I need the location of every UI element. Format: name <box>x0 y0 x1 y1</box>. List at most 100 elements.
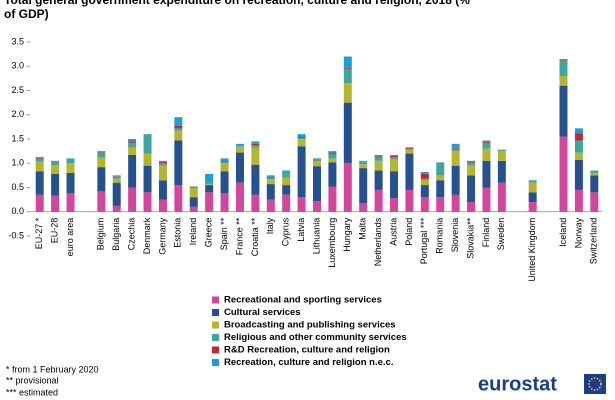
bar-segment <box>51 162 60 166</box>
bar-segment <box>174 117 183 126</box>
bar-segment <box>574 133 583 141</box>
x-tick-label: Estonia <box>173 218 183 248</box>
bar-segment <box>35 161 44 172</box>
note: ** provisional <box>6 375 59 385</box>
x-tick-label: Germany <box>157 217 167 255</box>
bar-segment <box>436 175 445 181</box>
bar-segment <box>174 140 183 186</box>
bar-segment <box>497 160 506 183</box>
y-tick-label: -0.5 <box>8 230 24 240</box>
bar-segment <box>405 148 414 150</box>
bar-segment <box>528 182 537 193</box>
x-tick-label: Croatia ** <box>250 217 260 256</box>
bar-segment <box>266 177 275 180</box>
bar-segment <box>343 102 352 164</box>
bar-segment <box>559 136 568 212</box>
bar-segment <box>313 166 321 202</box>
x-tick-label: France ** <box>234 217 244 255</box>
bar-segment <box>235 143 244 146</box>
x-tick-label: United Kingdom <box>527 218 537 282</box>
bar-segment <box>189 206 198 212</box>
bar-segment <box>343 83 352 103</box>
bar-segment <box>559 75 568 86</box>
bar-segment <box>313 160 321 162</box>
x-tick-label: Sweden <box>496 218 506 251</box>
bar-segment <box>359 203 368 212</box>
bar-segment <box>359 168 368 204</box>
bar-segment <box>420 171 429 174</box>
bar-segment <box>282 177 291 186</box>
bar-segment <box>143 153 152 166</box>
bar-segment <box>467 163 476 166</box>
bar-segment <box>128 187 137 212</box>
bar-segment <box>405 147 414 149</box>
x-tick-label: Latvia <box>296 218 306 242</box>
legend-label: Cultural services <box>224 307 301 318</box>
x-tick-label: Luxembourg <box>327 218 337 268</box>
bar-segment <box>51 160 60 162</box>
bar-segment <box>35 156 44 158</box>
logo-text: eurostat <box>478 373 557 395</box>
bar-segment <box>189 197 198 207</box>
bar-segment <box>112 205 121 212</box>
bar-segment <box>482 141 491 143</box>
y-tick-label: 2.5 <box>11 85 24 95</box>
bar-segment <box>97 151 106 153</box>
bar-segment <box>436 180 445 198</box>
bar-segment <box>420 173 429 179</box>
x-tick-label: Poland <box>404 218 414 246</box>
bar-segment <box>35 171 44 195</box>
bar-segment <box>220 171 229 194</box>
x-tick-label: Malta <box>358 218 368 240</box>
bar-segment <box>251 164 260 195</box>
y-tick-label: 1.5 <box>11 133 24 143</box>
bar-segment <box>97 152 106 158</box>
bar-segment <box>574 152 583 160</box>
bar-segment <box>143 165 152 193</box>
bar-segment <box>158 161 167 164</box>
bar-segment <box>143 134 152 154</box>
bar-segment <box>590 175 599 193</box>
bar-segment <box>220 161 229 163</box>
bar-segment <box>251 141 260 144</box>
bar-segment <box>158 199 167 212</box>
legend-swatch <box>212 321 219 329</box>
bar-segment <box>282 170 291 172</box>
bar-segment <box>451 148 460 152</box>
legend-label: Religious and other community services <box>224 332 407 343</box>
bar-segment <box>128 139 137 142</box>
bar-segment <box>359 161 368 165</box>
bar-segment <box>374 170 383 190</box>
bar-segment <box>420 178 429 181</box>
bar-segment <box>451 143 460 148</box>
x-tick-label: Cyprus <box>281 217 291 246</box>
bar-segment <box>174 185 183 212</box>
bar-segment <box>420 197 429 212</box>
x-tick-label: Portugal *** <box>419 217 429 264</box>
bar-segment <box>405 149 414 154</box>
bar-segment <box>66 158 75 160</box>
bar-segment <box>451 147 460 149</box>
bar-segment <box>574 189 583 212</box>
bar-segment <box>390 155 399 157</box>
bar-segment <box>482 148 491 161</box>
x-tick-label: Slovenia <box>450 218 460 253</box>
x-tick-label: Belgium <box>96 218 106 251</box>
y-tick-label: 2.0 <box>11 109 24 119</box>
x-tick-label: Lithuania <box>311 218 321 255</box>
x-tick-label: Romania <box>435 218 445 254</box>
bar-segment <box>266 199 275 212</box>
bar-segment <box>158 180 167 200</box>
bar-segment <box>235 182 244 212</box>
bar-segment <box>266 176 275 178</box>
x-tick-label: Greece <box>204 218 214 248</box>
bar-segment <box>158 160 167 162</box>
x-tick-label: EU-28 <box>49 218 59 244</box>
bar-segment <box>328 186 337 212</box>
bar-segment <box>590 192 599 212</box>
x-tick-label: Hungary <box>342 217 352 252</box>
x-tick-label: Finland <box>481 218 491 248</box>
bar-segment <box>282 185 291 195</box>
bar-segment <box>420 185 429 198</box>
bar-segment <box>266 179 275 185</box>
